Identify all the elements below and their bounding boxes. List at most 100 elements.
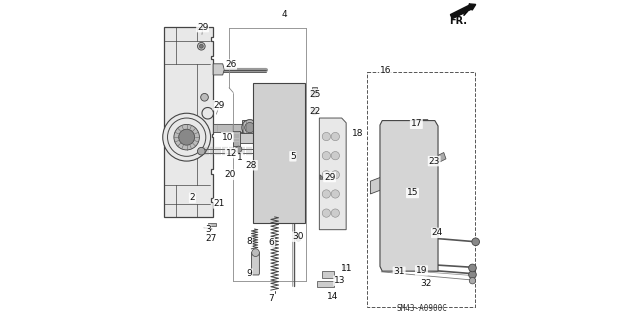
Circle shape	[296, 236, 301, 241]
Text: 26: 26	[225, 60, 236, 69]
Bar	[208, 223, 216, 226]
Circle shape	[399, 255, 406, 262]
Circle shape	[270, 98, 278, 106]
Polygon shape	[242, 120, 256, 137]
Circle shape	[270, 175, 278, 182]
Text: FR.: FR.	[449, 16, 467, 26]
Text: 20: 20	[225, 170, 236, 179]
Text: 13: 13	[334, 276, 346, 285]
Circle shape	[386, 143, 394, 151]
Circle shape	[424, 200, 432, 208]
Circle shape	[399, 200, 406, 208]
Circle shape	[290, 85, 296, 91]
Text: 18: 18	[352, 130, 364, 138]
Circle shape	[201, 93, 209, 101]
Circle shape	[472, 238, 479, 246]
Circle shape	[331, 132, 339, 141]
Text: 32: 32	[420, 279, 431, 288]
Circle shape	[412, 162, 420, 170]
Polygon shape	[312, 87, 317, 91]
Text: 6: 6	[269, 238, 275, 247]
Text: 29: 29	[213, 101, 225, 110]
Text: 22: 22	[310, 107, 321, 115]
Text: 5: 5	[290, 152, 296, 161]
Circle shape	[270, 117, 278, 125]
Circle shape	[281, 117, 289, 125]
Circle shape	[399, 162, 406, 170]
Circle shape	[424, 219, 432, 227]
Text: 19: 19	[416, 266, 427, 275]
Polygon shape	[319, 118, 346, 230]
Circle shape	[198, 147, 205, 155]
Circle shape	[322, 209, 330, 217]
Circle shape	[259, 156, 266, 163]
Polygon shape	[233, 131, 239, 146]
Polygon shape	[253, 83, 305, 223]
Polygon shape	[321, 271, 334, 278]
Text: 2: 2	[189, 193, 195, 202]
Text: 23: 23	[429, 157, 440, 166]
Circle shape	[412, 181, 420, 189]
Circle shape	[331, 209, 339, 217]
Circle shape	[281, 98, 289, 106]
Text: 29: 29	[324, 173, 335, 182]
Text: 27: 27	[205, 234, 216, 243]
Text: 31: 31	[394, 267, 405, 276]
Text: SM43-A0900C: SM43-A0900C	[397, 304, 447, 313]
Polygon shape	[236, 133, 253, 143]
Text: 15: 15	[407, 189, 419, 197]
Circle shape	[412, 239, 420, 246]
Circle shape	[424, 162, 432, 170]
Text: 14: 14	[327, 292, 339, 301]
Circle shape	[174, 124, 200, 150]
Circle shape	[412, 200, 420, 208]
Circle shape	[468, 264, 476, 272]
Circle shape	[259, 137, 266, 144]
Circle shape	[424, 143, 432, 151]
Polygon shape	[371, 177, 381, 194]
Circle shape	[281, 156, 289, 163]
Circle shape	[386, 162, 394, 170]
Circle shape	[322, 132, 330, 141]
Circle shape	[331, 190, 339, 198]
Circle shape	[200, 44, 204, 48]
Circle shape	[242, 120, 258, 136]
Circle shape	[322, 190, 330, 198]
Circle shape	[386, 239, 394, 246]
Polygon shape	[437, 152, 446, 162]
Circle shape	[244, 122, 255, 133]
Circle shape	[331, 152, 339, 160]
Circle shape	[322, 171, 330, 179]
Circle shape	[386, 255, 394, 262]
Text: 21: 21	[214, 199, 225, 208]
Text: 25: 25	[310, 90, 321, 99]
Circle shape	[311, 108, 317, 115]
Circle shape	[386, 200, 394, 208]
Circle shape	[179, 129, 195, 145]
Polygon shape	[415, 120, 429, 132]
Text: 4: 4	[282, 10, 287, 19]
Text: 3: 3	[205, 225, 211, 234]
Text: 17: 17	[411, 119, 422, 128]
Bar	[367, 72, 475, 307]
Circle shape	[198, 42, 205, 50]
Circle shape	[399, 239, 406, 246]
Polygon shape	[320, 175, 323, 179]
Circle shape	[259, 117, 266, 125]
Text: 1: 1	[237, 153, 243, 162]
Circle shape	[270, 156, 278, 163]
Circle shape	[412, 219, 420, 227]
Circle shape	[270, 137, 278, 144]
Circle shape	[412, 255, 420, 262]
Circle shape	[386, 219, 394, 227]
Circle shape	[424, 239, 432, 246]
Circle shape	[468, 271, 476, 278]
Text: 10: 10	[221, 133, 233, 142]
Polygon shape	[380, 121, 438, 271]
Circle shape	[281, 137, 289, 144]
Text: 24: 24	[432, 228, 443, 237]
Circle shape	[311, 91, 317, 97]
Circle shape	[412, 143, 420, 151]
Circle shape	[281, 175, 289, 182]
Circle shape	[259, 98, 266, 106]
